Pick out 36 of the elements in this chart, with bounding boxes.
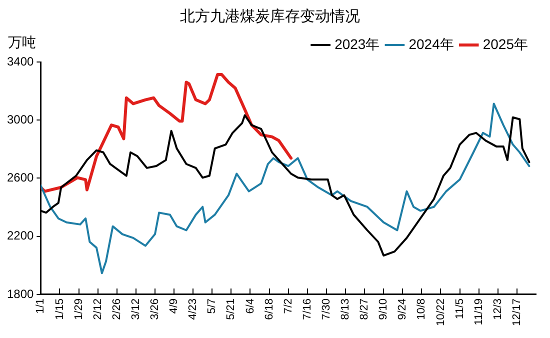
x-tick-label: 10/22 bbox=[434, 298, 447, 326]
x-tick-label: 6/18 bbox=[263, 298, 276, 320]
x-tick-label: 9/10 bbox=[378, 298, 390, 320]
legend-label: 2024年 bbox=[408, 36, 454, 52]
chart-title: 北方九港煤炭库存变动情况 bbox=[180, 8, 360, 26]
x-tick-label: 11/19 bbox=[472, 298, 485, 326]
x-tick-label: 2/26 bbox=[110, 298, 123, 320]
x-tick-label: 11/5 bbox=[454, 298, 466, 320]
x-tick-label: 4/23 bbox=[187, 298, 200, 320]
x-tick-label: 5/7 bbox=[206, 298, 218, 314]
x-tick-label: 7/2 bbox=[282, 298, 294, 314]
x-tick-label: 4/9 bbox=[168, 298, 180, 314]
y-tick-label: 3400 bbox=[6, 54, 34, 68]
legend-label: 2023年 bbox=[334, 36, 380, 52]
x-tick-label: 5/21 bbox=[225, 298, 238, 320]
y-tick-label: 2200 bbox=[6, 228, 34, 243]
x-tick-label: 1/15 bbox=[54, 298, 66, 320]
y-tick-label: 1800 bbox=[6, 286, 34, 301]
x-tick-label: 12/17 bbox=[510, 298, 523, 326]
x-tick-label: 7/30 bbox=[320, 298, 332, 320]
legend-label: 2025年 bbox=[482, 36, 528, 52]
x-tick-label: 3/26 bbox=[149, 298, 162, 320]
x-tick-label: 1/1 bbox=[34, 298, 47, 314]
x-tick-label: 6/4 bbox=[244, 298, 256, 314]
x-tick-label: 9/24 bbox=[396, 298, 409, 320]
x-tick-label: 10/8 bbox=[416, 298, 428, 320]
y-tick-label: 2600 bbox=[6, 170, 34, 185]
x-tick-label: 8/13 bbox=[340, 298, 352, 320]
y-tick-label: 3000 bbox=[6, 112, 34, 126]
x-tick-label: 3/12 bbox=[130, 298, 142, 320]
x-tick-label: 12/3 bbox=[492, 298, 504, 320]
x-tick-label: 2/12 bbox=[92, 298, 104, 320]
x-tick-label: 7/16 bbox=[301, 298, 314, 320]
x-tick-label: 8/27 bbox=[358, 298, 371, 320]
y-axis-title: 万吨 bbox=[8, 34, 36, 50]
x-tick-label: 1/29 bbox=[72, 298, 85, 320]
